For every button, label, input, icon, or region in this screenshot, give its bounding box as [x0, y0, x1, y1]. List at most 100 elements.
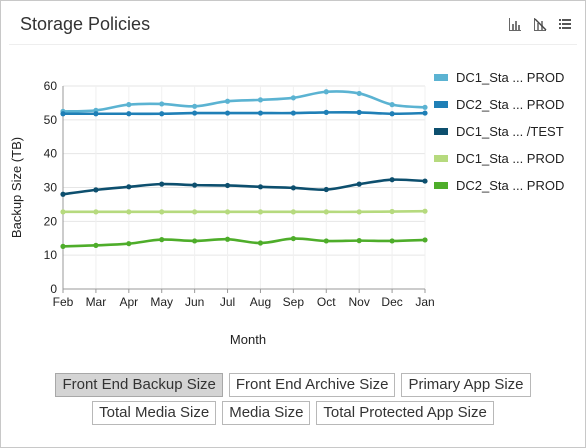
data-point [60, 111, 66, 117]
x-tick-label: Apr [119, 295, 138, 309]
series-line-1 [62, 90, 426, 113]
data-point [257, 209, 264, 215]
data-point [159, 209, 165, 215]
data-point [93, 242, 99, 248]
data-point [93, 209, 99, 215]
data-point [323, 109, 329, 115]
tab-primary-app-size[interactable]: Primary App Size [401, 373, 531, 397]
tab-total-protected-app-size[interactable]: Total Protected App Size [316, 401, 494, 425]
data-point [93, 111, 99, 117]
x-tick-label: Jun [185, 295, 204, 309]
chart-toolbar [507, 16, 573, 32]
data-point [290, 95, 296, 101]
tab-front-end-archive-size[interactable]: Front End Archive Size [228, 373, 396, 397]
data-point [389, 102, 395, 108]
legend-swatch [434, 74, 448, 81]
header-divider [9, 44, 577, 45]
data-point [290, 185, 296, 191]
data-point [192, 110, 198, 116]
y-tick-label: 40 [44, 147, 58, 161]
data-point [224, 182, 231, 189]
data-point [126, 209, 132, 215]
data-point [389, 208, 395, 215]
data-point [192, 209, 198, 215]
data-point [290, 235, 296, 242]
series-line-2 [63, 110, 426, 116]
data-point [60, 191, 66, 197]
metric-tabs-row-2: Total Media Size Media Size Total Protecte… [0, 401, 586, 425]
list-icon[interactable] [557, 16, 573, 32]
y-tick-label: 30 [44, 181, 58, 195]
legend-swatch [434, 155, 448, 162]
y-axis-label: Backup Size (TB) [9, 137, 24, 238]
x-tick-label: Feb [53, 295, 74, 309]
data-point [356, 238, 362, 244]
series-line-3 [62, 178, 426, 196]
backup-size-line-chart: 0 10 20 30 40 50 60 Feb Mar Apr May Jun Jul Aug Sep Oct… [9, 70, 564, 347]
data-point [257, 240, 264, 246]
data-point [224, 209, 231, 215]
data-point [389, 111, 395, 117]
data-point [224, 110, 231, 116]
legend-label: DC1_Sta ... /TEST [456, 124, 564, 139]
data-point [356, 181, 362, 187]
data-point [422, 237, 428, 243]
data-point [93, 187, 99, 193]
x-tick-label: Dec [381, 295, 402, 309]
data-point [60, 243, 66, 249]
x-tick-label: Jul [220, 295, 235, 309]
x-tick-label: Jan [415, 295, 434, 309]
metric-tabs: Front End Backup Size Front End Archive S… [0, 373, 586, 429]
no-chart-icon[interactable] [532, 16, 548, 32]
bar-chart-icon[interactable] [507, 16, 523, 32]
data-point [323, 89, 329, 95]
x-axis-label: Month [230, 332, 266, 347]
data-point [159, 101, 165, 107]
panel-title: Storage Policies [20, 14, 151, 34]
data-point [126, 241, 132, 247]
tab-media-size[interactable]: Media Size [222, 401, 311, 425]
data-point [323, 238, 329, 244]
tab-total-media-size[interactable]: Total Media Size [92, 401, 217, 425]
data-point [192, 238, 198, 244]
data-point [192, 182, 198, 188]
data-point [422, 208, 428, 214]
x-tick-label: May [150, 295, 173, 309]
data-point [323, 186, 329, 193]
data-point [422, 104, 428, 110]
x-tick-label: Aug [250, 295, 271, 309]
data-point [356, 109, 362, 115]
legend-swatch [434, 128, 448, 135]
legend-swatch [434, 101, 448, 108]
data-point [159, 111, 165, 117]
data-point [192, 103, 198, 109]
x-tick-label: Sep [283, 295, 305, 309]
y-tick-label: 20 [44, 214, 58, 228]
data-point [422, 178, 428, 184]
data-point [257, 184, 264, 190]
metric-tabs-row-1: Front End Backup Size Front End Archive S… [0, 373, 586, 397]
data-point [323, 209, 329, 215]
data-point [389, 238, 395, 244]
x-tick-label: Nov [349, 295, 370, 309]
data-point [126, 102, 132, 108]
data-point [257, 97, 264, 103]
data-point [224, 236, 231, 242]
tab-front-end-backup-size[interactable]: Front End Backup Size [55, 373, 223, 397]
data-point [356, 90, 362, 97]
y-tick-label: 0 [50, 282, 57, 296]
y-tick-label: 10 [44, 248, 58, 262]
data-point [224, 98, 231, 104]
data-point [159, 181, 165, 187]
data-point [422, 110, 428, 116]
data-point [389, 177, 395, 183]
series-line-4 [63, 209, 426, 214]
legend-swatch [434, 182, 448, 189]
legend-label: DC1_Sta ... PROD [456, 151, 564, 166]
x-tick-label: Oct [317, 295, 336, 309]
data-point [356, 209, 362, 215]
data-point [257, 110, 264, 116]
legend-label: DC2_Sta ... PROD [456, 97, 564, 112]
data-point [290, 110, 296, 116]
y-tick-label: 60 [44, 79, 58, 93]
